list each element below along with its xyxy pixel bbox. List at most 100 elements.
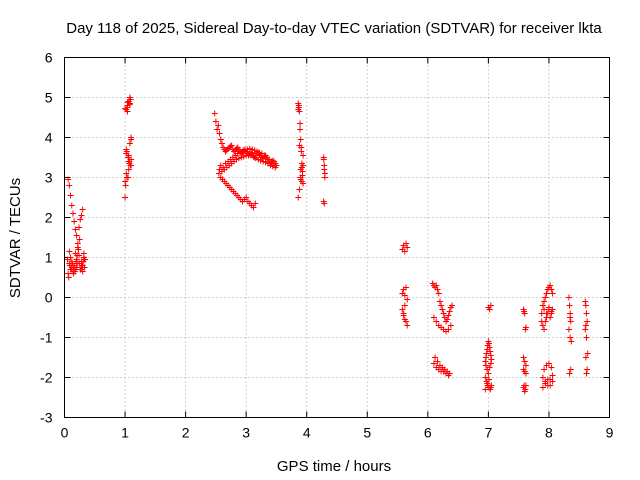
data-point	[584, 366, 591, 373]
data-point	[68, 202, 75, 209]
data-point	[542, 294, 549, 301]
data-point	[482, 358, 489, 365]
y-tick-label: 5	[45, 90, 53, 106]
y-tick-label: -1	[40, 330, 53, 346]
data-point	[434, 358, 441, 365]
data-point	[445, 326, 452, 333]
data-point	[485, 340, 492, 347]
data-point	[401, 292, 408, 299]
data-point	[399, 306, 406, 313]
data-point	[542, 380, 549, 387]
data-point	[583, 334, 590, 341]
chart-title: Day 118 of 2025, Sidereal Day-to-day VTE…	[66, 20, 602, 37]
data-point	[125, 152, 132, 159]
data-point	[445, 312, 452, 319]
data-point	[71, 218, 78, 225]
data-point	[549, 372, 556, 379]
data-point	[218, 140, 225, 147]
data-point	[487, 384, 494, 391]
data-point	[64, 256, 71, 263]
data-point	[404, 296, 411, 303]
data-point	[568, 338, 575, 345]
data-point	[300, 152, 307, 159]
data-point	[401, 302, 408, 309]
data-point	[541, 298, 548, 305]
data-point	[567, 334, 574, 341]
data-point	[582, 322, 589, 329]
data-point	[66, 182, 73, 189]
data-point	[297, 174, 304, 181]
data-point	[486, 344, 493, 351]
data-point	[446, 308, 453, 315]
plot-frame	[64, 57, 610, 418]
data-point	[548, 364, 555, 371]
data-point	[77, 216, 84, 223]
x-tick-label: 9	[606, 425, 614, 441]
data-point	[122, 105, 129, 112]
data-point	[122, 182, 129, 189]
data-point	[436, 298, 443, 305]
data-point	[76, 252, 83, 259]
data-point	[228, 142, 235, 149]
y-tick-label: 0	[45, 290, 53, 306]
data-point	[79, 206, 86, 213]
data-point	[122, 178, 129, 185]
data-point	[220, 164, 227, 171]
data-point	[482, 354, 489, 361]
data-point	[66, 248, 73, 255]
data-point	[123, 148, 130, 155]
data-point	[430, 314, 437, 321]
data-point	[297, 126, 304, 133]
data-point	[73, 256, 80, 263]
data-point	[79, 268, 86, 275]
data-point	[548, 286, 555, 293]
data-point	[297, 166, 304, 173]
data-point	[215, 170, 222, 177]
data-point	[584, 350, 591, 357]
data-point	[522, 362, 529, 369]
data-point	[435, 290, 442, 297]
data-point	[127, 96, 134, 103]
data-point	[543, 290, 550, 297]
x-tick-label: 1	[121, 425, 129, 441]
y-tick-label: 4	[45, 130, 53, 146]
data-point	[482, 374, 489, 381]
data-point	[295, 106, 302, 113]
data-point	[566, 370, 573, 377]
data-point	[485, 376, 492, 383]
data-point	[582, 326, 589, 333]
data-point	[487, 302, 494, 309]
data-point	[243, 194, 250, 201]
data-point	[214, 126, 221, 133]
x-tick-label: 0	[61, 425, 69, 441]
data-point	[566, 302, 573, 309]
data-point	[80, 250, 87, 257]
data-point	[125, 166, 132, 173]
data-point	[539, 322, 546, 329]
data-point	[440, 310, 447, 317]
data-point	[320, 156, 327, 163]
x-tick-label: 5	[363, 425, 371, 441]
data-point	[544, 376, 551, 383]
data-point	[582, 354, 589, 361]
data-point	[250, 204, 257, 211]
data-point	[439, 306, 446, 313]
y-tick-label: -3	[40, 410, 53, 426]
data-point	[582, 302, 589, 309]
data-point	[78, 212, 85, 219]
data-point	[541, 326, 548, 333]
data-point	[211, 110, 218, 117]
data-point	[212, 118, 219, 125]
data-point	[539, 302, 546, 309]
data-point	[321, 166, 328, 173]
data-point	[449, 302, 456, 309]
data-point	[521, 310, 528, 317]
data-point	[438, 302, 445, 309]
data-point	[444, 316, 451, 323]
data-point	[122, 194, 129, 201]
data-point	[215, 122, 222, 129]
x-tick-label: 7	[484, 425, 492, 441]
data-point	[545, 304, 552, 311]
data-point	[65, 274, 72, 281]
data-point	[67, 192, 74, 199]
